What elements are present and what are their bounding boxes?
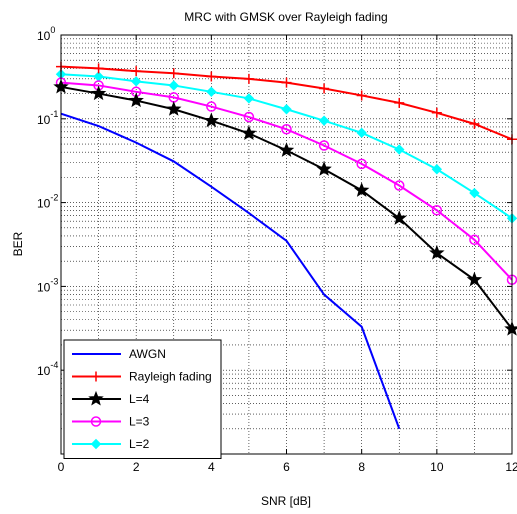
- data-point-marker: [90, 438, 102, 450]
- legend-label: L=2: [129, 437, 150, 451]
- y-tick-label: 10-4: [37, 360, 58, 378]
- x-axis-label: SNR [dB]: [261, 494, 311, 508]
- data-point-marker: [394, 144, 405, 155]
- legend-entry: L=3: [72, 415, 150, 429]
- legend: AWGN Rayleigh fading L=4 L=3 L=2: [63, 339, 222, 459]
- legend-label: L=3: [129, 415, 150, 429]
- data-point-marker: [168, 80, 179, 91]
- x-tick-label: 6: [283, 460, 290, 474]
- data-point-marker: [431, 107, 442, 118]
- data-point-marker: [429, 244, 445, 260]
- legend-label: L=4: [129, 392, 150, 406]
- series-l-2: [55, 69, 517, 224]
- y-tick-label: 10-3: [37, 276, 58, 294]
- axis-ticks: 0 2 4 6 8 10 12 100 10-1 10-2 10-3 10-4: [37, 25, 517, 474]
- data-point-marker: [318, 115, 330, 126]
- data-point-marker: [243, 111, 255, 123]
- x-tick-label: 0: [58, 460, 65, 474]
- data-point-marker: [281, 104, 292, 115]
- data-point-marker: [316, 161, 332, 176]
- data-point-marker: [431, 164, 443, 175]
- data-point-marker: [356, 158, 367, 170]
- data-point-marker: [356, 127, 367, 139]
- data-point-marker: [128, 92, 144, 108]
- data-point-marker: [391, 210, 407, 225]
- data-point-marker: [318, 140, 330, 151]
- data-point-marker: [206, 71, 217, 82]
- legend-entry: L=4: [72, 390, 150, 406]
- x-tick-label: 4: [208, 460, 215, 474]
- series-line: [60, 81, 513, 281]
- x-tick-label: 10: [430, 460, 444, 474]
- data-point-marker: [243, 73, 254, 84]
- data-point-marker: [353, 182, 370, 197]
- series-line: [60, 112, 401, 430]
- data-point-marker: [206, 86, 217, 98]
- data-point-marker: [281, 77, 292, 88]
- data-point-marker: [168, 68, 179, 79]
- chart-title: MRC with GMSK over Rayleigh fading: [184, 10, 387, 24]
- y-tick-label: 10-1: [37, 109, 58, 127]
- data-point-marker: [203, 112, 220, 128]
- data-point-marker: [356, 90, 367, 101]
- data-point-marker: [469, 234, 480, 246]
- data-point-marker: [243, 93, 255, 104]
- data-point-marker: [206, 101, 217, 112]
- data-point-marker: [91, 371, 101, 382]
- series-l-4: [53, 78, 517, 336]
- x-tick-label: 8: [358, 460, 365, 474]
- data-point-marker: [166, 101, 182, 116]
- data-point-marker: [131, 66, 142, 77]
- x-tick-label: 2: [133, 460, 140, 474]
- data-point-marker: [90, 85, 107, 101]
- data-point-marker: [93, 63, 104, 74]
- data-point-marker: [130, 76, 142, 87]
- data-point-marker: [394, 97, 405, 108]
- data-point-marker: [394, 180, 405, 191]
- legend-label: Rayleigh fading: [129, 370, 212, 384]
- data-point-marker: [466, 271, 483, 287]
- x-tick-label: 12: [505, 460, 517, 474]
- legend-label: AWGN: [129, 347, 166, 361]
- data-point-marker: [281, 124, 292, 135]
- legend-entry: L=2: [72, 437, 150, 451]
- legend-entry: AWGN: [72, 347, 166, 361]
- series-awgn: [60, 112, 401, 430]
- data-point-marker: [319, 83, 330, 94]
- y-tick-label: 100: [37, 25, 55, 43]
- data-point-marker: [278, 142, 295, 157]
- data-point-marker: [88, 390, 104, 406]
- y-axis-label: BER: [11, 231, 25, 256]
- data-point-marker: [469, 118, 480, 129]
- series-rayleigh-fading: [56, 61, 517, 145]
- data-point-marker: [241, 125, 257, 140]
- data-point-marker: [90, 416, 102, 427]
- legend-entry: Rayleigh fading: [72, 370, 212, 384]
- data-point-marker: [431, 205, 443, 216]
- y-tick-label: 10-2: [37, 193, 58, 211]
- data-point-marker: [469, 187, 480, 199]
